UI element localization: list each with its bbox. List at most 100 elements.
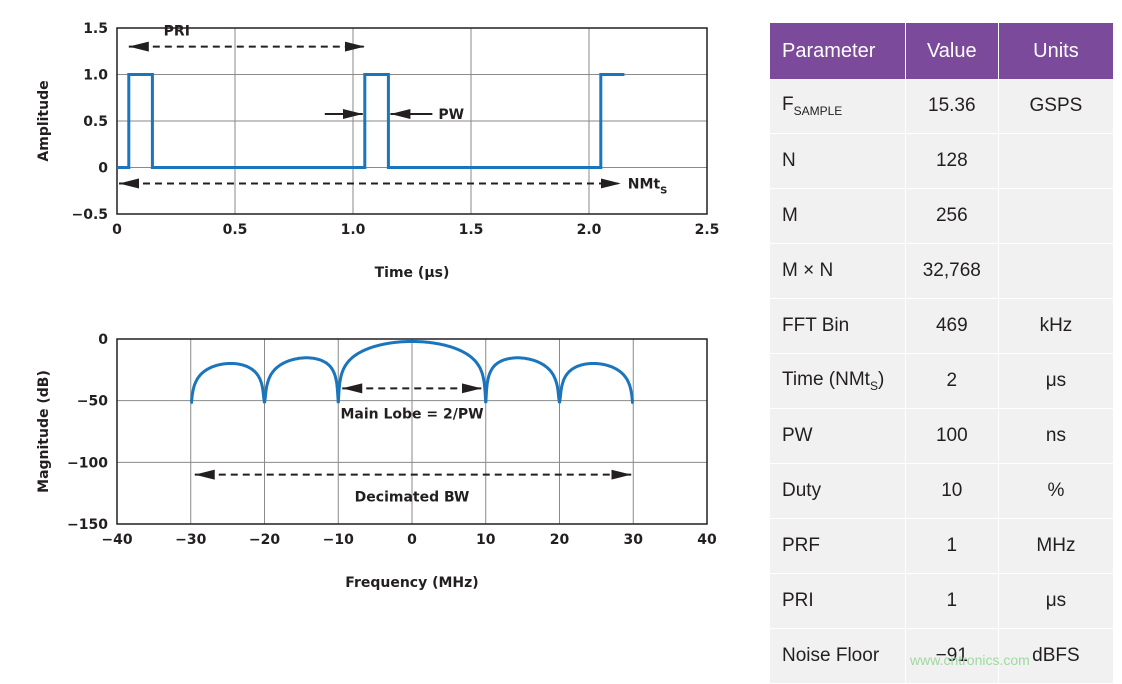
parameter-name: M × N — [782, 260, 834, 281]
cell-parameter: PW — [770, 408, 906, 464]
plot-frame — [116, 338, 708, 525]
parameter-subscript: S — [869, 378, 878, 393]
x-tick-label: 10 — [476, 532, 496, 548]
chart-area: 0 0.5 1.0 1.5 2.0 2.5 1.5 1.0 0.5 0 −0.5 Time (μs) A… — [36, 21, 720, 591]
cell-parameter: FSAMPLE — [770, 79, 906, 134]
cell-units: ns — [998, 408, 1113, 464]
parameter-name: N — [782, 150, 796, 171]
pulse-train-line — [117, 73, 625, 169]
parameter-name: PW — [782, 425, 813, 446]
x-tick-label: 1.0 — [341, 222, 366, 238]
x-tick-label: −10 — [323, 532, 354, 548]
y-tick-label: 0.5 — [83, 114, 108, 130]
y-tick-label: 1.0 — [83, 68, 108, 84]
cell-value: 1 — [905, 518, 999, 574]
cell-value: 256 — [905, 188, 999, 244]
x-tick-label: 40 — [697, 532, 717, 548]
y-tick-label: 0 — [98, 332, 108, 348]
main-lobe-label: Main Lobe = 2/PW — [340, 406, 483, 422]
nmts-label-main: NMt — [628, 176, 661, 192]
cell-value: 15.36 — [905, 79, 999, 134]
parameter-name: PRI — [782, 590, 814, 611]
table-row: PRI 1 μs — [770, 573, 1113, 629]
table-header-row: Parameter Value Units — [770, 23, 1113, 79]
x-tick-label: −30 — [175, 532, 206, 548]
table-row: Duty 10% — [770, 463, 1113, 519]
cell-parameter: FFT Bin — [770, 298, 906, 354]
cell-value: 100 — [905, 408, 999, 464]
x-tick-label: −20 — [249, 532, 280, 548]
parameter-name: PRF — [782, 535, 820, 556]
cell-value: 128 — [905, 133, 999, 189]
plot-frame — [116, 27, 708, 215]
parameter-name: FFT Bin — [782, 315, 850, 336]
cell-value: 1 — [905, 573, 999, 629]
parameter-name: M — [782, 205, 798, 226]
cell-units: μs — [998, 353, 1113, 409]
y-tick-label: 1.5 — [83, 21, 108, 37]
pri-label: PRI — [164, 24, 190, 40]
y-tick-label: 0 — [98, 161, 108, 177]
y-axis-label: Magnitude (dB) — [36, 370, 52, 493]
nmts-label-subscript: S — [660, 185, 667, 196]
cell-value: 32,768 — [905, 243, 999, 299]
cell-units: kHz — [998, 298, 1113, 354]
cell-value: 469 — [905, 298, 999, 354]
cell-value: 10 — [905, 463, 999, 519]
x-tick-label: 1.5 — [459, 222, 484, 238]
cell-parameter: N — [770, 133, 906, 189]
y-tick-label: −100 — [67, 455, 108, 471]
cell-units: % — [998, 463, 1113, 519]
header-units: Units — [998, 23, 1113, 79]
cell-parameter: M × N — [770, 243, 906, 299]
x-tick-label: 0 — [112, 222, 122, 238]
cell-parameter: M — [770, 188, 906, 244]
header-parameter: Parameter — [770, 23, 906, 79]
x-tick-label: 0.5 — [223, 222, 248, 238]
table-row: PRF 1 MHz — [770, 518, 1113, 574]
parameter-suffix: ) — [877, 369, 885, 391]
parameter-name: Time (NMt — [782, 369, 870, 391]
y-axis-label: Amplitude — [36, 80, 52, 161]
cell-value: 2 — [905, 353, 999, 409]
cell-parameter: Time (NMtS) — [770, 353, 906, 409]
x-tick-label: 20 — [550, 532, 570, 548]
cell-units: GSPS — [998, 79, 1113, 134]
cell-parameter: PRF — [770, 518, 906, 574]
header-value: Value — [905, 23, 999, 79]
pw-label: PW — [438, 107, 464, 123]
x-tick-label: 2.5 — [695, 222, 720, 238]
parameter-name: Noise Floor — [782, 645, 880, 666]
x-tick-label: 30 — [624, 532, 644, 548]
cell-parameter: Duty — [770, 463, 906, 519]
x-tick-label: 0 — [407, 532, 417, 548]
parameter-table: Parameter Value Units FSAMPLE 15.36 GSPS N 1… — [770, 23, 1113, 684]
parameter-name: F — [782, 94, 794, 116]
cell-parameter: PRI — [770, 573, 906, 629]
table-row: M 256 — [770, 188, 1113, 244]
table-row: M × N 32,768 — [770, 243, 1113, 299]
table-row: N 128 — [770, 133, 1113, 189]
table-row: PW 100 ns — [770, 408, 1113, 464]
parameter-name: Duty — [782, 480, 822, 501]
y-tick-label: −150 — [67, 517, 108, 533]
x-axis-label: Time (μs) — [375, 265, 450, 281]
table-row: Time (NMtS) 2 μs — [770, 353, 1113, 409]
nmts-label: NMtS — [628, 176, 668, 196]
table-row: FFT Bin 469 kHz — [770, 298, 1113, 354]
cell-units: MHz — [998, 518, 1113, 574]
decimated-bw-label: Decimated BW — [355, 490, 470, 506]
x-axis-label: Frequency (MHz) — [345, 575, 478, 591]
table-row: FSAMPLE 15.36 GSPS — [770, 79, 1113, 134]
y-tick-label: −0.5 — [71, 207, 108, 223]
x-tick-label: 2.0 — [577, 222, 602, 238]
cell-units — [998, 133, 1113, 189]
cell-parameter: Noise Floor — [770, 628, 906, 684]
y-tick-label: −50 — [77, 394, 108, 410]
watermark: www.cntronics.com — [910, 652, 1030, 668]
spectrum-line — [189, 340, 635, 405]
x-tick-label: −40 — [101, 532, 132, 548]
parameter-subscript: SAMPLE — [793, 103, 843, 118]
cell-units — [998, 188, 1113, 244]
